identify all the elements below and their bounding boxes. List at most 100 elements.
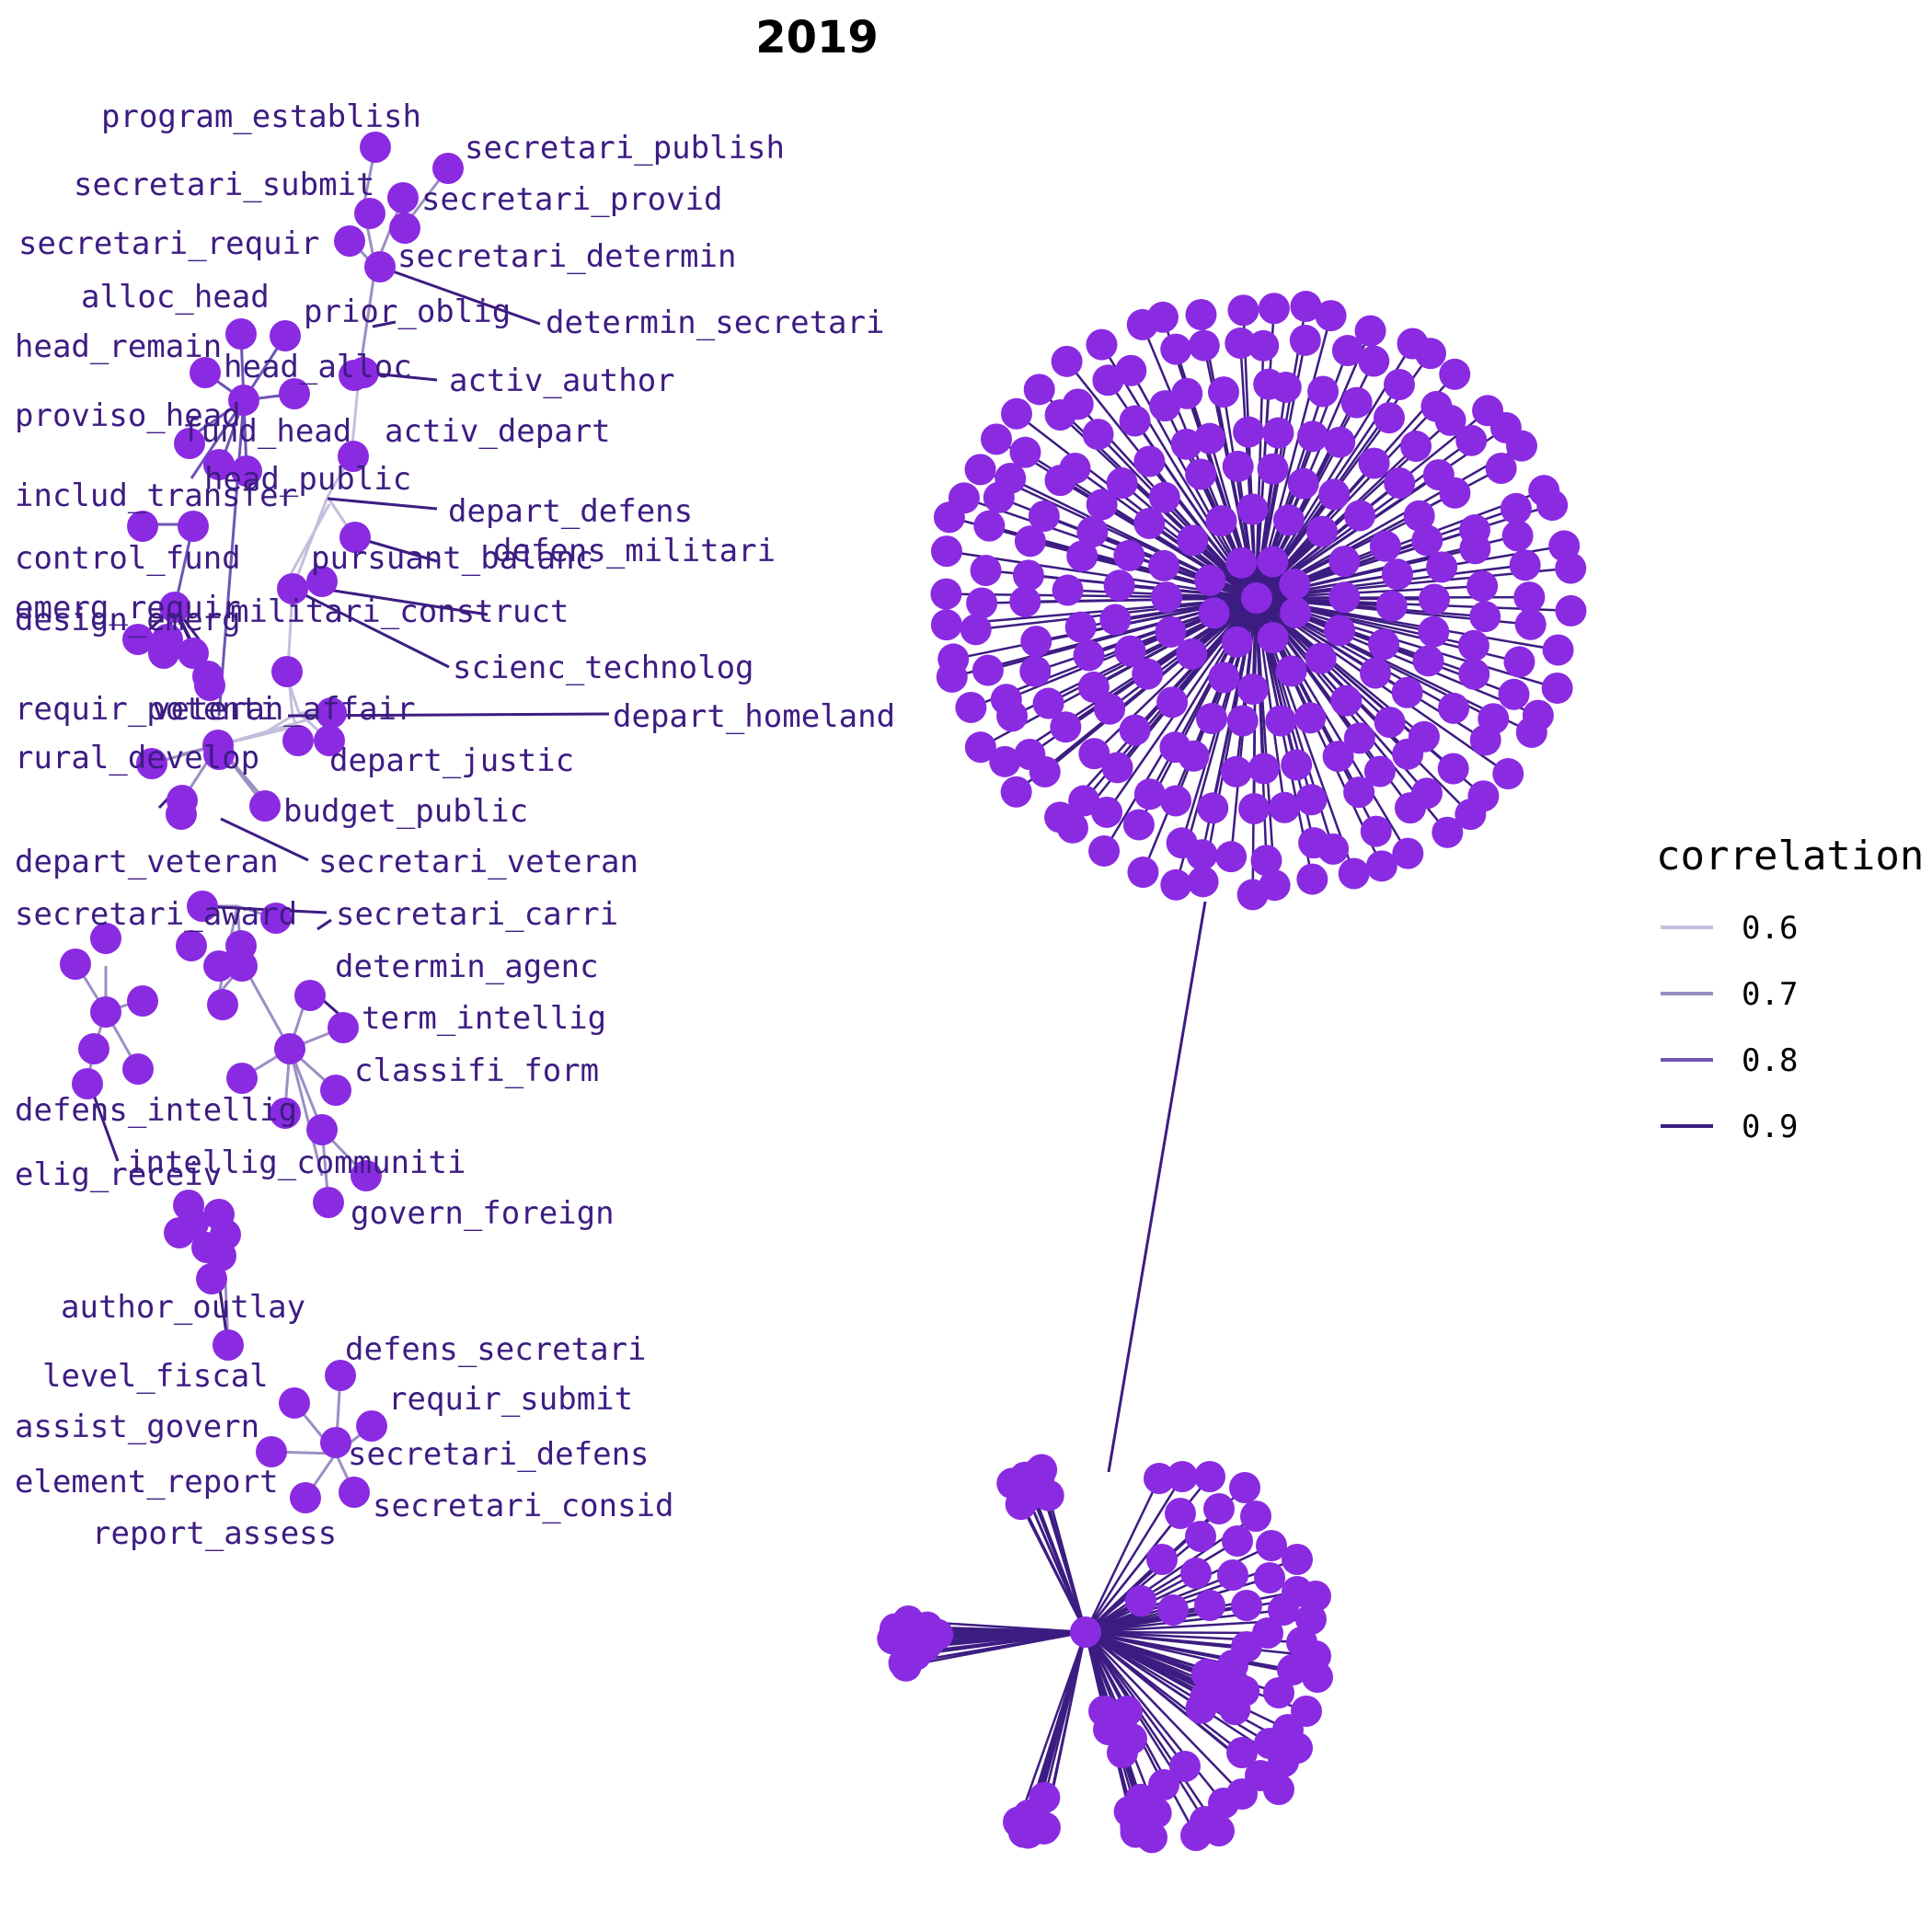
cluster-node <box>1051 345 1083 377</box>
cluster-node <box>1194 564 1226 596</box>
cluster-node <box>966 587 998 619</box>
cluster-node <box>1185 458 1217 490</box>
cluster-node <box>1091 796 1123 828</box>
cluster-node <box>1238 793 1271 825</box>
label-leader <box>321 587 489 616</box>
component-node <box>226 1063 258 1094</box>
legend: correlation 0.6 0.7 0.8 0.9 <box>1656 833 1924 1145</box>
cluster-node <box>1023 374 1055 406</box>
cluster-node <box>1103 569 1135 602</box>
hub-edge <box>1251 597 1258 895</box>
cluster-node <box>972 654 1004 686</box>
cluster-node <box>1059 452 1091 484</box>
node-label-secretari_defens: secretari_defens <box>348 1436 650 1473</box>
edge <box>266 714 293 733</box>
cluster-node <box>1469 601 1501 633</box>
cluster-node <box>1086 328 1118 361</box>
cluster-node <box>1160 333 1192 365</box>
component-node <box>277 573 308 604</box>
component-node <box>256 1436 287 1467</box>
cluster-node <box>1287 467 1319 500</box>
cluster-node <box>1148 481 1180 513</box>
node-label-defens_secretari: defens_secretari <box>345 1331 647 1368</box>
cluster-node <box>937 643 970 675</box>
cluster-node <box>1248 329 1280 362</box>
component-node <box>127 511 158 542</box>
cluster-node <box>1194 1461 1225 1492</box>
cluster-node <box>1202 1674 1235 1707</box>
component-node <box>190 357 221 388</box>
cluster-node <box>1101 752 1133 784</box>
cluster-node <box>1368 628 1400 661</box>
hub-edge <box>1084 1631 1221 1832</box>
cluster-node <box>1159 731 1191 764</box>
component-node <box>279 1387 310 1419</box>
cluster-node <box>1166 827 1198 859</box>
cluster-node <box>1358 447 1390 479</box>
component-node <box>338 441 369 472</box>
component-node <box>122 1053 154 1085</box>
hub-edge <box>1255 596 1571 613</box>
cluster-node <box>1338 857 1370 890</box>
cluster-node <box>1374 707 1406 739</box>
cluster-node <box>1073 639 1105 672</box>
cluster-node <box>960 614 992 646</box>
cluster-node <box>1375 590 1408 622</box>
cluster-node <box>1012 559 1044 592</box>
legend-label-0.7: 0.7 <box>1742 976 1798 1013</box>
hub-edge <box>1038 388 1257 599</box>
cluster-node <box>948 482 980 514</box>
component-node <box>325 1360 356 1391</box>
edge <box>217 399 246 717</box>
cluster-node <box>1177 524 1209 557</box>
hub-edge <box>1085 1630 1289 1731</box>
cluster-node <box>1277 1654 1308 1685</box>
cluster-node <box>1078 738 1110 770</box>
legend-label-0.8: 0.8 <box>1742 1042 1798 1079</box>
cluster-node <box>1014 525 1046 558</box>
hub-edge <box>1085 1558 1163 1633</box>
legend-label-0.9: 0.9 <box>1742 1109 1798 1145</box>
component-node <box>127 985 158 1017</box>
cluster-node <box>1029 1811 1061 1844</box>
edge <box>190 399 246 479</box>
component-node <box>122 624 154 655</box>
cluster-node <box>1119 405 1151 437</box>
cluster-node <box>1373 402 1405 434</box>
legend-label-0.6: 0.6 <box>1742 910 1798 947</box>
cluster-node <box>1330 684 1363 717</box>
cluster-node <box>1029 1781 1061 1813</box>
cluster-node <box>1240 582 1272 615</box>
component-node <box>270 1098 301 1129</box>
component-node <box>203 950 235 982</box>
component-node <box>72 1068 103 1099</box>
hub-edge <box>1085 1535 1202 1633</box>
edge <box>218 711 332 747</box>
cluster-node <box>1052 574 1084 606</box>
cluster-node <box>1324 615 1356 647</box>
cluster-node <box>1226 705 1259 737</box>
component-node <box>320 1427 351 1458</box>
cluster-node <box>1187 866 1219 898</box>
cluster-node <box>1331 335 1363 367</box>
component-node <box>306 566 338 597</box>
node-label-determin_secretari: determin_secretari <box>546 305 884 341</box>
cluster-node <box>1434 404 1466 436</box>
cluster-node <box>1229 1472 1260 1503</box>
component-node <box>228 385 259 416</box>
component-node <box>313 1187 344 1218</box>
cluster-node <box>1064 611 1097 643</box>
node-label-elig_receiv: elig_receiv <box>15 1156 222 1193</box>
node-label-activ_depart: activ_depart <box>385 413 611 450</box>
node-label-secretari_requir: secretari_requir <box>18 225 320 262</box>
cluster-node <box>995 462 1027 494</box>
cluster-node <box>1328 546 1361 578</box>
cluster-node <box>1250 845 1282 877</box>
hub-edge <box>1242 310 1258 599</box>
cluster-node <box>1222 1525 1253 1557</box>
cluster-node <box>1197 792 1229 824</box>
cluster-node <box>1363 755 1396 788</box>
cluster-node <box>1438 692 1470 724</box>
cluster-node <box>1066 540 1098 572</box>
cluster-node <box>964 454 996 486</box>
